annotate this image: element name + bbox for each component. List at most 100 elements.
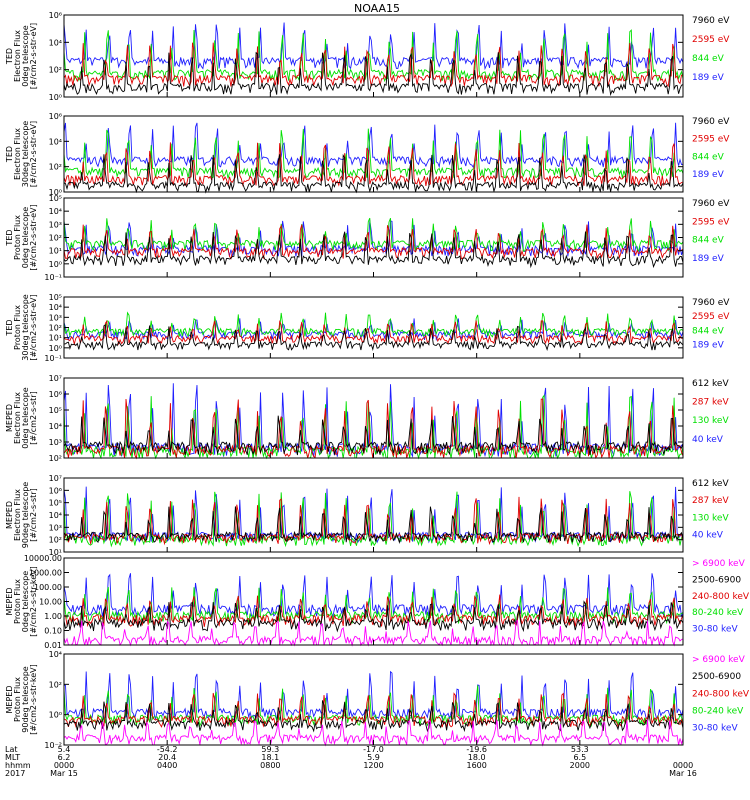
y-tick-label: 10⁵ [49, 499, 62, 508]
y-tick-label: 10⁰ [49, 344, 62, 353]
legend-entry: 287 keV [692, 398, 729, 408]
y-tick-label: 10⁵ [49, 293, 62, 302]
legend-entry: 612 keV [692, 379, 729, 389]
series-line-ch4 [63, 700, 684, 733]
y-tick-label: 10⁵ [49, 194, 62, 203]
y-axis-label: Proton Flux [13, 579, 22, 624]
footer-tick-label: 5.4 [58, 745, 71, 754]
footer-row-label: Lat [5, 745, 18, 754]
footer-tick-label: 1200 [363, 761, 383, 770]
legend-entry: 40 keV [692, 531, 724, 541]
series-line-ch3 [63, 128, 684, 179]
footer-tick-label: -17.0 [363, 745, 384, 754]
y-axis-label: [#/cm2-s-str-keV] [29, 566, 38, 637]
y-tick-label: 10² [49, 324, 62, 333]
series-line-ch1 [63, 122, 684, 169]
y-axis-label: MEPED [5, 404, 14, 432]
panel-frame [63, 115, 684, 193]
legend-entry: 30-80 keV [692, 724, 738, 734]
y-axis-label: Electron Flux [13, 392, 22, 444]
panel-7: 0.01 0.10 1.00 10.00 100.00 1000.00 10000.00 ME… [5, 554, 750, 650]
y-tick-label: 10⁶ [49, 11, 62, 20]
legend-entry: > 6900 keV [692, 655, 746, 665]
y-tick-label: 10.00 [39, 598, 62, 607]
legend-entry: 130 keV [692, 416, 729, 426]
legend-entry: 80-240 keV [692, 707, 744, 717]
y-tick-label: 100.00 [34, 583, 62, 592]
legend-entry: 189 eV [692, 170, 725, 180]
series-line-ch1 [63, 22, 684, 71]
y-axis-label: TED [5, 146, 14, 163]
y-tick-label: 10² [49, 163, 62, 172]
y-axis-label: Proton Flux [13, 677, 22, 722]
y-tick-label: 10⁴ [49, 422, 62, 431]
panel-3: 10⁻¹ 10⁰ 10¹ 10² 10³ 10⁴ 10⁵ TED Proton Flux 0deg… [5, 194, 730, 282]
series-line-ch2 [63, 224, 684, 260]
legend-entry: 189 eV [692, 73, 725, 83]
y-axis-label: [#/cm2-s-str] [29, 488, 38, 541]
footer-tick-label: 2000 [570, 761, 590, 770]
series-line-ch4 [63, 506, 684, 544]
legend-entry: 2595 eV [692, 35, 730, 45]
figure-title: NOAA15 [354, 2, 400, 15]
legend-entry: 2595 eV [692, 312, 730, 322]
legend-entry: > 6900 keV [692, 559, 746, 569]
legend-entry: 30-80 keV [692, 625, 738, 635]
series-line-ch4 [63, 51, 684, 97]
y-axis-label: [#/cm2-s-str-keV] [29, 664, 38, 735]
y-tick-label: 10⁶ [49, 112, 62, 121]
footer-tick-label: Mar 16 [669, 769, 697, 778]
panels: 10⁰ 10² 10⁴ 10⁶ TED Electron Flux 0deg telesco… [5, 11, 750, 750]
y-axis-label: 90deg telescope [21, 666, 30, 733]
legend-entry: 2500-6900 [692, 672, 741, 682]
series-line-ch1 [63, 670, 684, 721]
series-line-ch4 [63, 323, 684, 351]
legend-entry: 7960 eV [692, 16, 730, 26]
y-tick-label: 10⁵ [49, 406, 62, 415]
y-tick-label: 10⁷ [49, 474, 62, 483]
panel-2: 10⁰ 10² 10⁴ 10⁶ TED Electron Flux 30deg telesc… [5, 112, 730, 197]
footer-row-label: hhmm [5, 761, 31, 770]
y-tick-label: 10⁰ [49, 260, 62, 269]
legend-entry: 240-800 keV [692, 592, 750, 602]
series-line-ch2 [63, 319, 684, 346]
series-line-ch4 [63, 231, 684, 269]
panel-8: 10⁻² 10⁰ 10² 10⁴ MEPED Proton Flux 90deg teles… [5, 650, 750, 750]
footer-tick-label: 20.4 [158, 753, 176, 762]
y-tick-label: 10² [49, 536, 62, 545]
y-axis-label: [#/cm2-s-str-eV] [29, 23, 38, 89]
y-tick-label: 10⁶ [49, 390, 62, 399]
legend-entry: 189 eV [692, 254, 725, 264]
y-tick-label: 10² [49, 234, 62, 243]
footer-tick-label: 59.3 [261, 745, 279, 754]
footer-tick-label: Mar 15 [50, 769, 78, 778]
series-line-ch3 [63, 217, 684, 252]
legend-entry: 80-240 keV [692, 608, 744, 618]
panel-frame [63, 653, 684, 746]
y-tick-label: 10³ [49, 220, 62, 229]
y-tick-label: 10⁴ [49, 207, 62, 216]
legend-entry: 240-800 keV [692, 689, 750, 699]
legend-entry: 189 eV [692, 341, 725, 351]
y-tick-label: 10³ [49, 523, 62, 532]
footer-tick-label: 0800 [260, 761, 280, 770]
y-tick-label: 10⁰ [49, 711, 62, 720]
footer-tick-label: 18.1 [261, 753, 279, 762]
y-tick-label: 10⁴ [49, 38, 62, 47]
y-axis-label: Proton Flux [13, 215, 22, 260]
y-axis-label: TED [5, 229, 14, 246]
y-axis-label: Electron Flux [13, 30, 22, 82]
y-tick-label: 1000.00 [29, 569, 62, 578]
legend-entry: 7960 eV [692, 117, 730, 127]
footer-tick-label: 0000 [673, 761, 693, 770]
y-tick-label: 10² [49, 680, 62, 689]
series-line-ch1 [63, 220, 684, 258]
y-tick-label: 10⁶ [49, 486, 62, 495]
footer-tick-label: 1600 [466, 761, 486, 770]
y-axis-label: 0deg telescope [21, 571, 30, 632]
y-axis-label: Electron Flux [13, 489, 22, 541]
series-line-ch1 [63, 486, 684, 544]
footer-tick-label: 6.2 [58, 753, 71, 762]
y-tick-label: 0.01 [44, 641, 62, 650]
